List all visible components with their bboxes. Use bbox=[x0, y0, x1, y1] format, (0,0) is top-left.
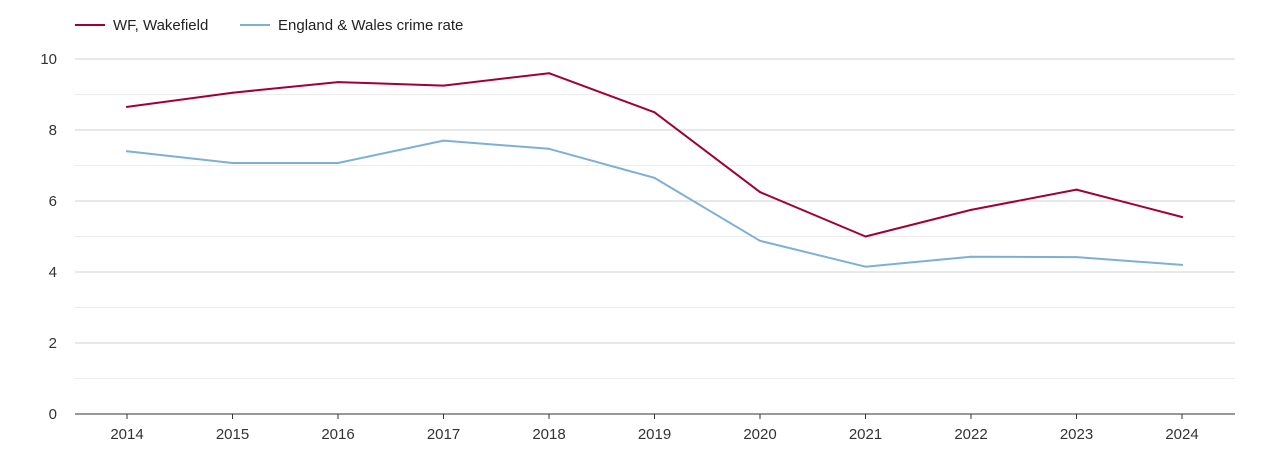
y-tick-label-6: 6 bbox=[49, 193, 57, 210]
series-0-point-2024 bbox=[1181, 215, 1183, 218]
y-tick-label-0: 0 bbox=[49, 406, 57, 423]
y-axis: 0 2 4 6 8 10 bbox=[40, 51, 57, 423]
series-1-point-2024 bbox=[1181, 263, 1183, 266]
series-1-point-2018 bbox=[548, 147, 550, 150]
x-tick-label-2019: 2019 bbox=[638, 426, 671, 443]
series-line-1 bbox=[126, 139, 1183, 268]
series-1-point-2016 bbox=[337, 162, 339, 165]
x-tick-label-2020: 2020 bbox=[743, 426, 776, 443]
series-0-point-2019 bbox=[653, 111, 656, 114]
series-1-point-2022 bbox=[970, 255, 972, 258]
series-1-point-2014 bbox=[126, 150, 128, 153]
series-line-0 bbox=[126, 72, 1183, 238]
x-tick-label-2014: 2014 bbox=[110, 426, 143, 443]
series-0-point-2014 bbox=[126, 105, 128, 108]
series-0-point-2021 bbox=[864, 235, 867, 238]
series-0-point-2018 bbox=[548, 72, 550, 75]
legend-label-0: WF, Wakefield bbox=[113, 17, 208, 34]
series-0-point-2023 bbox=[1075, 188, 1078, 191]
y-tick-label-8: 8 bbox=[49, 122, 57, 139]
series-0-point-2020 bbox=[759, 191, 761, 194]
y-tick-label-2: 2 bbox=[49, 335, 57, 352]
series-1-point-2023 bbox=[1075, 256, 1078, 259]
legend-label-1: England & Wales crime rate bbox=[278, 17, 463, 34]
series-1-point-2015 bbox=[231, 162, 234, 165]
x-tick-label-2021: 2021 bbox=[849, 426, 882, 443]
series-1-point-2020 bbox=[759, 239, 761, 242]
series-0-point-2016 bbox=[337, 81, 339, 84]
x-tick-label-2016: 2016 bbox=[321, 426, 354, 443]
x-axis: 2014 2015 2016 2017 2018 2019 2020 2021 2022 2023… bbox=[75, 413, 1235, 443]
y-tick-label-4: 4 bbox=[49, 264, 57, 281]
series-1-point-2021 bbox=[864, 265, 867, 268]
series-0-point-2017 bbox=[442, 84, 445, 87]
x-tick-label-2018: 2018 bbox=[532, 426, 565, 443]
x-tick-label-2023: 2023 bbox=[1060, 426, 1093, 443]
y-tick-label-10: 10 bbox=[40, 51, 57, 68]
series-group bbox=[126, 72, 1183, 268]
gridlines bbox=[75, 58, 1235, 379]
legend: WF, Wakefield England & Wales crime rate bbox=[75, 17, 463, 34]
series-0-point-2015 bbox=[231, 91, 234, 94]
series-1-point-2019 bbox=[653, 176, 656, 179]
x-tick-label-2017: 2017 bbox=[427, 426, 460, 443]
series-0-point-2022 bbox=[970, 208, 972, 211]
x-tick-label-2024: 2024 bbox=[1165, 426, 1198, 443]
x-tick-label-2015: 2015 bbox=[216, 426, 249, 443]
series-1-point-2017 bbox=[442, 139, 445, 142]
x-tick-label-2022: 2022 bbox=[954, 426, 987, 443]
